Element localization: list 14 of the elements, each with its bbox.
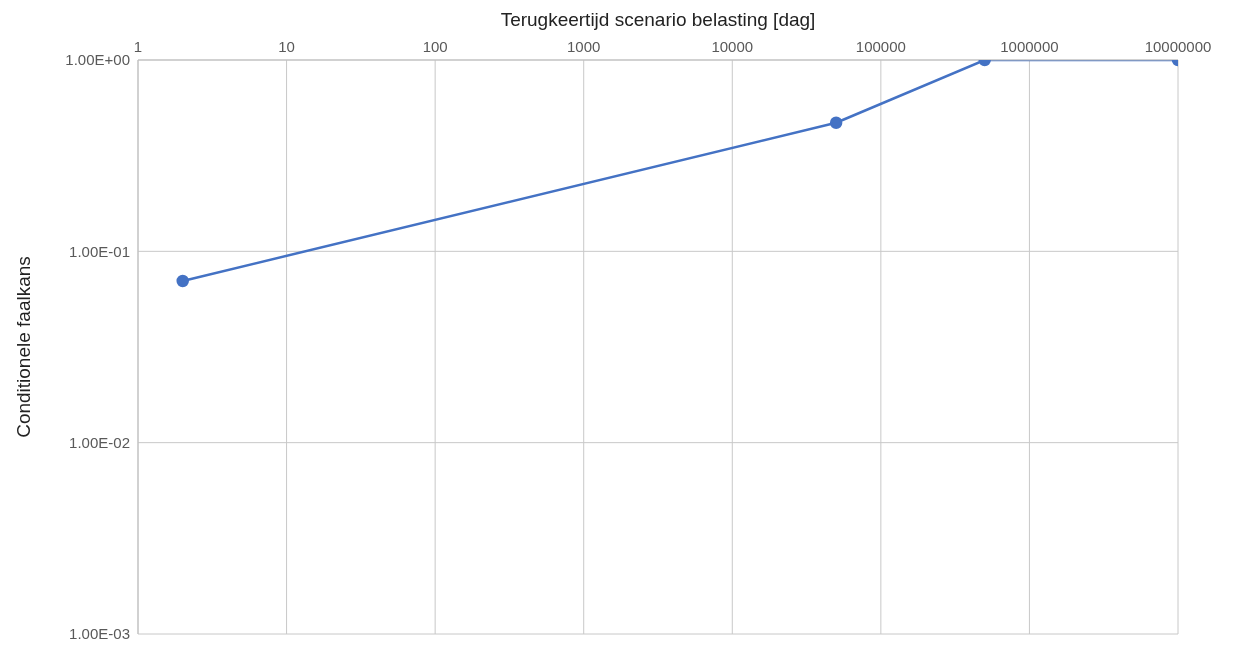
x-tick-label: 100000 [855,38,906,55]
x-tick-label: 1000000 [1000,38,1059,55]
x-tick-label: 100 [422,38,448,55]
x-axis-title: Terugkeertijd scenario belasting [dag] [500,9,816,31]
y-tick-label: 1.00E+00 [65,51,130,69]
x-tick-label: 10000 [711,38,754,55]
x-tick-label: 10000000 [1144,38,1212,55]
x-tick-label: 10 [278,38,295,55]
y-tick-label: 1.00E-02 [69,433,130,451]
y-tick-label: 1.00E-03 [69,625,130,643]
x-tick-label: 1000 [567,38,601,55]
y-axis-title: Conditionele faalkans [12,256,34,438]
x-tick-label: 1 [133,38,143,55]
y-tick-label: 1.00E-01 [69,242,130,260]
